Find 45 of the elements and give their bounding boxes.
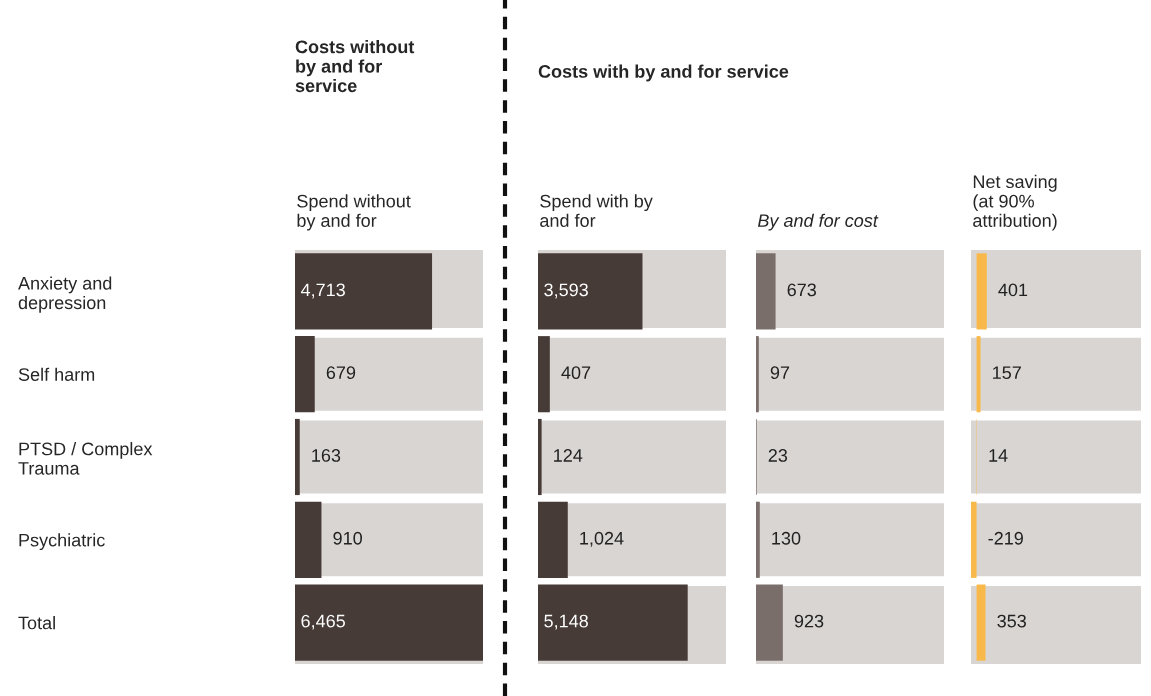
bar	[971, 501, 977, 578]
y-tick-label: Psychiatric	[19, 533, 105, 551]
data-label: 910	[333, 531, 362, 545]
data-label: -219	[988, 531, 1023, 545]
data-label: 130	[772, 531, 801, 545]
bar	[756, 253, 776, 330]
data-label: 124	[554, 449, 583, 462]
bar	[538, 418, 542, 496]
data-label: 163	[312, 449, 341, 462]
data-label: 4,713	[300, 283, 345, 299]
data-label: 97	[770, 366, 790, 380]
y-tick-label: Total	[18, 616, 55, 630]
bar	[295, 501, 322, 578]
chart-subtitle: Spend with by and for	[540, 194, 653, 227]
y-tick-label: Anxiety and depression	[18, 276, 112, 313]
bar	[295, 336, 315, 413]
bar	[756, 336, 759, 413]
chart-subtitle: Net saving (at 90% attribution)	[973, 174, 1057, 231]
data-label: 679	[326, 366, 356, 380]
y-tick-label: Self harm	[18, 367, 95, 381]
data-label: 407	[561, 366, 591, 380]
bar	[756, 501, 760, 578]
data-label: 673	[787, 283, 817, 297]
bar	[976, 253, 987, 330]
data-label: 401	[998, 283, 1028, 297]
y-tick-label: PTSD / Complex Trauma	[18, 442, 153, 475]
data-label: 23	[768, 449, 788, 462]
bar	[976, 584, 986, 661]
chart-subtitle: By and for cost	[757, 213, 879, 231]
data-label: 6,465	[301, 614, 345, 630]
data-label: 157	[993, 366, 1021, 380]
data-label: 14	[989, 449, 1008, 462]
data-label: 923	[794, 614, 824, 628]
data-label: 5,148	[544, 614, 588, 630]
chart-title: Costs without by and for service	[295, 40, 415, 93]
data-label: 3,593	[544, 283, 588, 299]
bar	[538, 336, 550, 413]
data-label: 353	[997, 614, 1026, 628]
chart-subtitle: Spend without by and for	[297, 194, 411, 231]
data-label: 1,024	[580, 531, 624, 547]
bar	[756, 584, 783, 661]
bar	[295, 418, 300, 496]
chart-title: Costs with by and for service	[538, 64, 789, 82]
bar	[976, 336, 981, 413]
bar	[538, 501, 568, 578]
